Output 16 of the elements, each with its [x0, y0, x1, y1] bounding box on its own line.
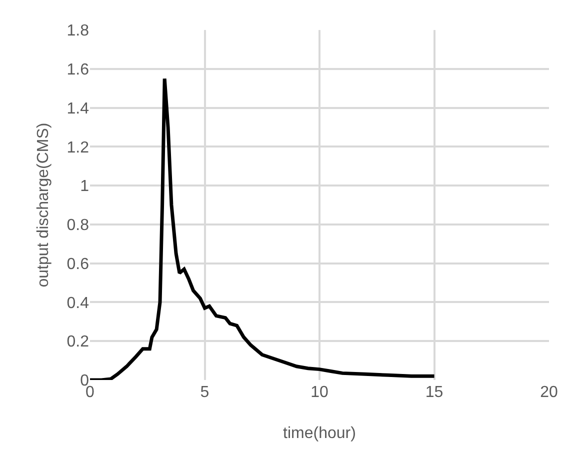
x-tick-label: 20 [540, 384, 558, 401]
y-axis-title: output discharge(CMS) [35, 122, 52, 288]
y-tick-label: 1.2 [66, 139, 90, 156]
y-tick-label: 1.8 [66, 22, 90, 40]
y-tick-label: 0.2 [66, 334, 90, 351]
y-tick-label: 0.8 [66, 217, 90, 234]
y-tick-label: 1.6 [66, 61, 90, 78]
y-tick-label: 0.4 [66, 294, 90, 312]
x-tick-label: 10 [310, 384, 328, 401]
y-tick-label: 0.6 [66, 256, 90, 273]
x-tick-label: 5 [200, 384, 210, 401]
x-axis-title: time(hour) [283, 425, 356, 442]
x-tick-label: 15 [425, 384, 444, 401]
y-tick-label: 1 [80, 178, 90, 196]
line-series [90, 76, 436, 380]
y-tick-label: 1.4 [66, 100, 90, 118]
